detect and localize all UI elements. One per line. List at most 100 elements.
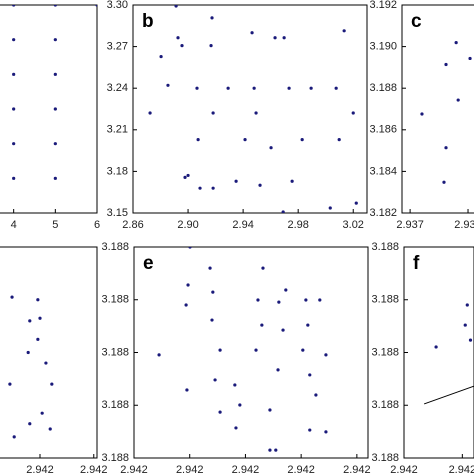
x-tick-label: 2.942 (120, 464, 148, 474)
data-point (210, 318, 214, 322)
data-point (188, 247, 192, 249)
data-point (12, 107, 16, 111)
y-tick-label: 3.188 (371, 346, 399, 358)
data-point (195, 86, 199, 90)
plot-area (8, 295, 54, 439)
y-tick-label: 3.192 (369, 0, 397, 11)
data-point (269, 146, 273, 150)
x-tick-label: 2.942 (176, 464, 204, 474)
data-point (308, 428, 312, 432)
plot-area (148, 5, 358, 213)
x-tick-label: 2.942 (232, 464, 260, 474)
x-tick-label: 2.939 (454, 219, 474, 231)
y-tick-label: 3.188 (101, 241, 129, 253)
data-point (444, 146, 448, 150)
x-tick-label: 6 (94, 219, 100, 231)
data-point (420, 112, 424, 116)
data-point (274, 448, 278, 452)
y-tick-label: 3.184 (369, 165, 397, 177)
data-point (12, 142, 16, 146)
y-tick-label: 3.188 (371, 241, 399, 253)
data-point (463, 323, 467, 327)
data-point (174, 5, 178, 8)
data-point (268, 408, 272, 412)
x-tick-label: 2.94 (232, 219, 253, 231)
data-point (12, 5, 16, 7)
data-point (268, 448, 272, 452)
data-point (281, 210, 285, 213)
data-point (243, 138, 247, 142)
x-tick-label: 2.86 (122, 219, 143, 231)
data-point (53, 72, 57, 76)
plot-area (157, 247, 328, 452)
y-tick-label: 3.18 (107, 165, 128, 177)
data-point (28, 319, 32, 323)
data-point (48, 427, 52, 431)
data-point (26, 350, 30, 355)
plot-area (423, 303, 474, 405)
x-tick-label: 2.942 (26, 464, 54, 474)
y-tick-label: 3.30 (107, 0, 128, 11)
data-point (465, 303, 469, 307)
plot-frame (132, 4, 368, 214)
data-point (211, 290, 215, 294)
data-point (12, 176, 16, 180)
panel-label: f (413, 253, 420, 274)
x-tick-label: 2.98 (287, 219, 308, 231)
y-tick-label: 3.188 (371, 294, 399, 306)
data-point (468, 338, 473, 342)
plot-frame (403, 246, 474, 459)
data-point (218, 348, 222, 352)
data-point (198, 186, 202, 190)
data-point (180, 44, 184, 48)
data-point (40, 411, 44, 415)
data-point (53, 176, 57, 180)
data-point (211, 186, 215, 190)
data-point (276, 368, 280, 372)
data-point (234, 179, 238, 183)
data-point (304, 298, 308, 302)
data-point (238, 403, 242, 407)
data-point (176, 36, 180, 40)
data-point (254, 111, 258, 115)
data-point (250, 31, 254, 35)
data-point (334, 86, 338, 90)
plot-frame (0, 4, 98, 214)
data-point (211, 111, 215, 115)
data-point (157, 353, 161, 357)
data-point (301, 348, 305, 352)
data-point (10, 295, 14, 299)
data-point (50, 382, 54, 386)
x-tick-label: 2.942 (287, 464, 315, 474)
y-tick-label: 3.190 (369, 41, 397, 53)
data-point (210, 16, 214, 20)
data-point (277, 300, 281, 304)
data-point (226, 86, 230, 90)
y-tick-label: 3.182 (369, 207, 397, 219)
x-tick-label: 2.942 (343, 464, 371, 474)
y-tick-label: 3.188 (371, 399, 399, 411)
data-point (260, 323, 264, 327)
data-point (252, 86, 256, 90)
data-point (318, 298, 322, 302)
data-point (287, 86, 291, 90)
data-point (209, 44, 213, 48)
data-point (442, 180, 446, 184)
y-tick-label: 3.188 (101, 399, 129, 411)
x-tick-label: 2.942 (390, 464, 418, 474)
data-point (196, 138, 200, 142)
data-point (234, 426, 238, 430)
data-point (53, 38, 57, 42)
panel-label: c (411, 11, 422, 32)
data-point (354, 201, 358, 205)
data-point (28, 422, 32, 426)
data-point (300, 138, 304, 142)
data-point (328, 206, 332, 210)
y-tick-label: 3.188 (369, 82, 397, 94)
data-point (468, 56, 472, 61)
y-tick-label: 3.186 (369, 124, 397, 136)
data-point (166, 83, 170, 87)
data-point (314, 393, 318, 397)
panel: 4 5 6 (0, 4, 100, 231)
